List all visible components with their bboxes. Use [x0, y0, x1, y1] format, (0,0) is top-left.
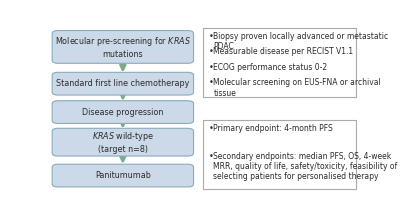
FancyBboxPatch shape — [52, 101, 194, 123]
Text: Panitumumab: Panitumumab — [95, 171, 151, 180]
Text: Molecular screening on EUS-FNA or archival tissue: Molecular screening on EUS-FNA or archiv… — [213, 78, 381, 97]
Text: Disease progression: Disease progression — [82, 108, 164, 117]
Text: •: • — [209, 124, 214, 133]
Text: •: • — [209, 32, 214, 41]
FancyBboxPatch shape — [52, 128, 194, 156]
Text: •: • — [209, 47, 214, 56]
FancyBboxPatch shape — [204, 28, 356, 97]
FancyBboxPatch shape — [52, 164, 194, 187]
Text: •: • — [209, 78, 214, 87]
FancyBboxPatch shape — [52, 31, 194, 63]
FancyBboxPatch shape — [204, 120, 356, 189]
Text: Primary endpoint: 4-month PFS: Primary endpoint: 4-month PFS — [213, 124, 333, 133]
Text: Standard first line chemotherapy: Standard first line chemotherapy — [56, 79, 190, 88]
Text: Secondary endpoints: median PFS, OS, 4-week MRR, quality of life, safety/toxicit: Secondary endpoints: median PFS, OS, 4-w… — [213, 151, 398, 181]
FancyBboxPatch shape — [52, 72, 194, 95]
Text: ECOG performance status 0-2: ECOG performance status 0-2 — [213, 63, 328, 72]
Text: Biopsy proven locally advanced or metastatic PDAC: Biopsy proven locally advanced or metast… — [213, 32, 388, 51]
Text: Molecular pre-screening for $\it{KRAS}$
mutations: Molecular pre-screening for $\it{KRAS}$ … — [55, 35, 191, 59]
Text: Measurable disease per RECIST V1.1: Measurable disease per RECIST V1.1 — [213, 47, 354, 56]
Text: •: • — [209, 151, 214, 161]
Text: $\it{KRAS}$ wild-type
(target n=8): $\it{KRAS}$ wild-type (target n=8) — [92, 130, 154, 154]
Text: •: • — [209, 63, 214, 72]
